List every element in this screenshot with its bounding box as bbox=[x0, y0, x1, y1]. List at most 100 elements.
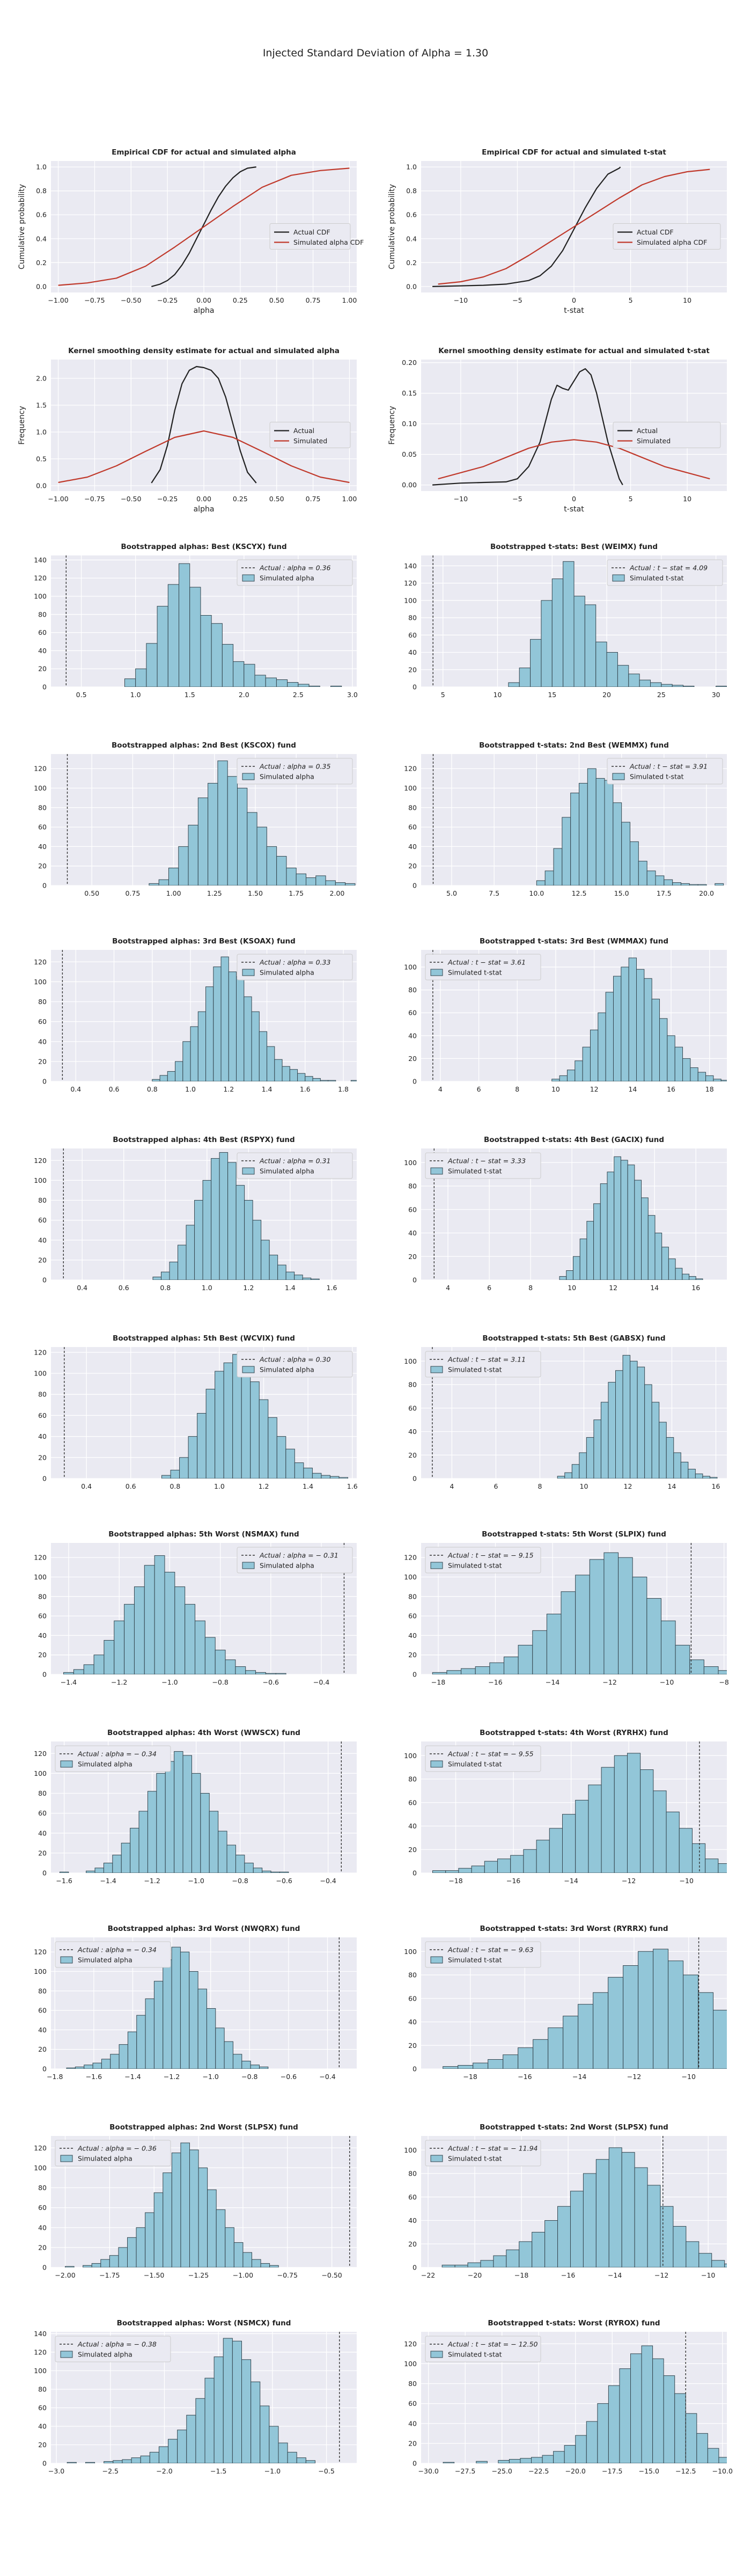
histogram-bar bbox=[578, 2004, 594, 2069]
x-tick-label: −0.50 bbox=[121, 495, 141, 503]
y-tick-label: 0.10 bbox=[402, 420, 417, 428]
x-tick-label: 25 bbox=[657, 691, 666, 699]
histogram-bar bbox=[689, 1659, 704, 1674]
chart-title: Bootstrapped t-stats: 3rd Worst (RYRRX) … bbox=[480, 1924, 668, 1933]
x-tick-label: 4 bbox=[446, 1284, 450, 1292]
legend-label: Actual bbox=[293, 427, 314, 435]
x-tick-label: −20 bbox=[468, 2271, 482, 2279]
x-tick-label: −0.50 bbox=[321, 2271, 342, 2279]
histogram-bar bbox=[215, 1371, 224, 1479]
x-tick-label: −8 bbox=[719, 1678, 728, 1686]
chart-title: Bootstrapped t-stats: Best (WEIMX) fund bbox=[490, 543, 658, 551]
x-tick-label: −1.75 bbox=[99, 2271, 120, 2279]
y-tick-label: 20 bbox=[38, 862, 47, 870]
legend-swatch bbox=[60, 2351, 73, 2358]
y-tick-label: 120 bbox=[34, 1750, 47, 1758]
y-tick-label: 20 bbox=[38, 1057, 47, 1065]
histogram-bar bbox=[553, 2451, 565, 2463]
histogram-bar bbox=[189, 1971, 198, 2069]
histogram-bar bbox=[573, 596, 585, 687]
legend-box bbox=[425, 1547, 541, 1574]
y-tick-label: 0 bbox=[413, 2264, 417, 2272]
histogram-bar bbox=[587, 768, 597, 885]
histogram-bar bbox=[690, 1067, 698, 1081]
histogram-bar bbox=[279, 1871, 289, 1873]
x-tick-label: 1.4 bbox=[303, 1482, 313, 1490]
histogram-bar bbox=[533, 2039, 549, 2069]
histogram-bar bbox=[584, 604, 597, 687]
legend-swatch bbox=[242, 773, 255, 780]
y-tick-label: 0 bbox=[42, 1671, 47, 1679]
histogram-bar bbox=[296, 873, 307, 885]
histogram-bar bbox=[220, 956, 229, 1081]
histogram-bar bbox=[287, 2451, 297, 2463]
histogram-bar bbox=[675, 1268, 683, 1280]
histogram-bar bbox=[185, 1604, 196, 1674]
histogram-bar bbox=[731, 1868, 744, 1873]
histogram-bar bbox=[134, 1586, 145, 1674]
legend-label: Simulated alpha bbox=[260, 574, 314, 582]
x-tick-label: −1.25 bbox=[188, 2271, 209, 2279]
histogram-bar bbox=[628, 674, 640, 687]
histogram-bar bbox=[276, 1436, 286, 1479]
histogram-bar bbox=[733, 1672, 747, 1674]
histogram-bar bbox=[532, 1630, 547, 1674]
y-tick-label: 1.0 bbox=[36, 428, 47, 436]
histogram-bar bbox=[223, 1362, 233, 1479]
histogram-bar bbox=[92, 2062, 102, 2069]
x-tick-label: 0.50 bbox=[269, 296, 284, 304]
y-axis-label: Cumulative probability bbox=[388, 184, 396, 269]
histogram-bar bbox=[130, 1827, 139, 1873]
histogram-bar bbox=[698, 2253, 712, 2267]
histogram-bar bbox=[251, 2381, 261, 2463]
x-tick-label: −0.25 bbox=[157, 296, 178, 304]
y-tick-label: 120 bbox=[404, 1554, 417, 1562]
y-tick-label: 40 bbox=[408, 2216, 417, 2224]
histogram-bar bbox=[260, 2405, 270, 2463]
histogram-bar bbox=[443, 2462, 455, 2463]
histogram-bar bbox=[674, 1046, 683, 1081]
histogram-bar bbox=[174, 1751, 183, 1873]
y-tick-label: 120 bbox=[34, 1554, 47, 1562]
histogram-bar bbox=[551, 579, 564, 687]
histogram-bar bbox=[113, 2460, 123, 2463]
y-tick-label: 100 bbox=[404, 784, 417, 792]
y-tick-label: 80 bbox=[408, 1971, 417, 1979]
histogram-bar bbox=[286, 867, 297, 885]
histogram-bar bbox=[225, 1659, 236, 1674]
histogram-bar bbox=[100, 2259, 110, 2267]
x-tick-label: 0.6 bbox=[119, 1284, 129, 1292]
histogram-bar bbox=[194, 1200, 203, 1280]
histogram-bar bbox=[506, 2249, 520, 2267]
x-tick-label: 6 bbox=[487, 1284, 491, 1292]
y-tick-label: 0 bbox=[42, 1869, 47, 1877]
histogram-bar bbox=[146, 643, 158, 687]
x-tick-label: 2.00 bbox=[330, 889, 345, 897]
legend-box bbox=[237, 1547, 353, 1574]
histogram-bar bbox=[315, 875, 326, 885]
y-tick-label: 80 bbox=[408, 2170, 417, 2178]
histogram-bar bbox=[718, 1670, 727, 1674]
histogram-bar bbox=[157, 606, 168, 687]
histogram-bar bbox=[124, 678, 136, 687]
x-tick-label: 0.8 bbox=[160, 1284, 171, 1292]
legend-label: Simulated alpha bbox=[260, 1366, 314, 1374]
histogram-bar bbox=[305, 1076, 313, 1081]
histogram-bar bbox=[432, 1672, 447, 1674]
x-tick-label: −0.75 bbox=[84, 495, 105, 503]
histogram-bar bbox=[145, 2212, 154, 2267]
histogram-bar bbox=[588, 1784, 602, 1873]
histogram-bar bbox=[617, 665, 629, 687]
histogram-bar bbox=[673, 2226, 687, 2267]
histogram-bar bbox=[103, 1862, 113, 1873]
y-tick-label: 140 bbox=[34, 556, 47, 564]
histogram-bar bbox=[716, 685, 727, 687]
x-tick-label: 12 bbox=[590, 1085, 599, 1093]
histogram-bar bbox=[446, 1670, 462, 1674]
histogram-bar bbox=[593, 1992, 609, 2069]
histogram-bar bbox=[644, 978, 652, 1081]
y-tick-label: 100 bbox=[34, 2164, 47, 2172]
histogram-bar bbox=[553, 848, 563, 885]
y-tick-label: 60 bbox=[408, 823, 417, 831]
histogram-bar bbox=[518, 1645, 533, 1674]
